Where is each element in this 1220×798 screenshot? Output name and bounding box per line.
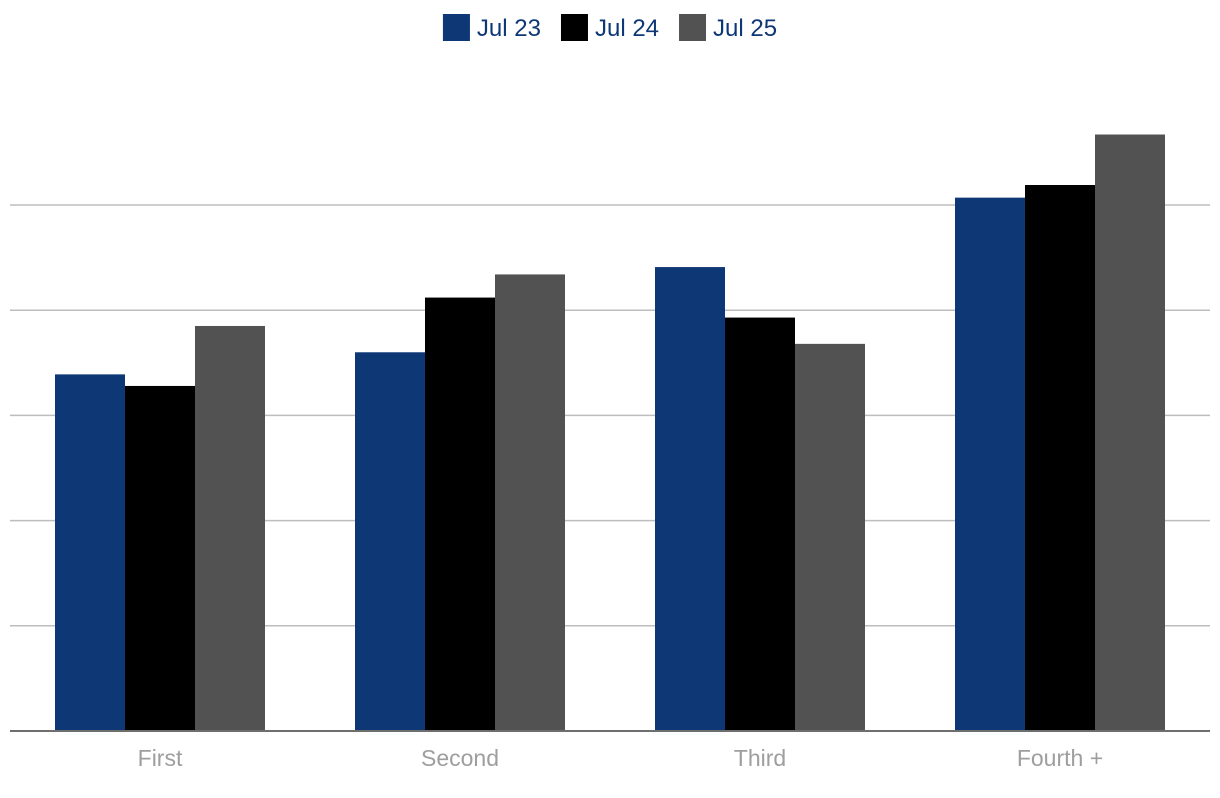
- x-tick-label: Second: [421, 745, 499, 771]
- legend-swatch: [560, 14, 588, 41]
- legend-swatch: [442, 14, 470, 41]
- legend: Jul 23 Jul 24 Jul 25: [442, 14, 777, 42]
- bar-jul-25-fourth: [1095, 134, 1165, 732]
- bar-jul-23-first: [55, 374, 125, 731]
- legend-label: Jul 25: [713, 15, 777, 42]
- legend-item-jul-23: Jul 23: [442, 14, 541, 42]
- bar-jul-24-third: [725, 317, 795, 731]
- x-tick-label: Fourth +: [1017, 745, 1103, 771]
- bar-jul-25-first: [195, 325, 265, 731]
- legend-swatch: [679, 14, 707, 41]
- bars: [55, 134, 1165, 732]
- bar-jul-24-second: [425, 297, 495, 731]
- bar-jul-24-fourth: [1025, 185, 1095, 732]
- legend-item-jul-24: Jul 24: [560, 14, 659, 42]
- bar-jul-23-third: [655, 267, 725, 731]
- legend-label: Jul 23: [477, 15, 541, 42]
- bar-jul-25-third: [795, 343, 865, 731]
- x-tick-label: Third: [734, 745, 786, 771]
- legend-label: Jul 24: [595, 15, 659, 42]
- legend-item-jul-25: Jul 25: [679, 14, 777, 42]
- x-tick-label: First: [138, 745, 183, 771]
- bar-jul-25-second: [495, 274, 565, 731]
- x-axis: First Second Third Fourth +: [10, 730, 1210, 771]
- bar-jul-24-first: [125, 385, 195, 731]
- bar-jul-23-second: [355, 352, 425, 731]
- bar-jul-23-fourth: [955, 197, 1025, 732]
